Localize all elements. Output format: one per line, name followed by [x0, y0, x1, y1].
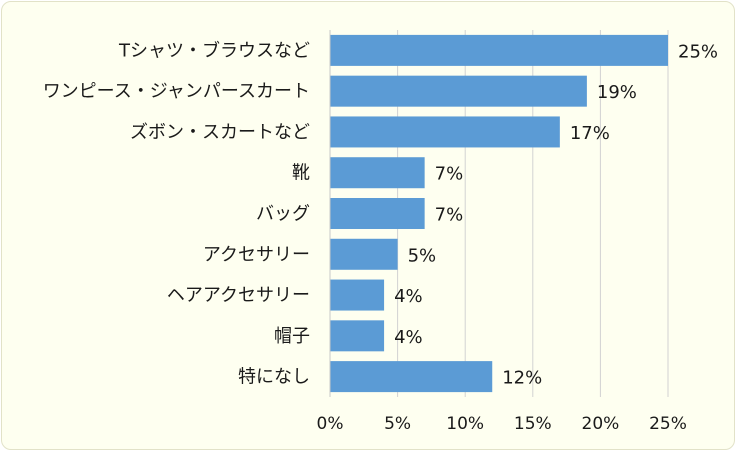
- x-tick-label: 10%: [446, 414, 484, 434]
- category-label: 特になし: [238, 367, 310, 388]
- data-label: 4%: [394, 286, 423, 307]
- data-label: 17%: [570, 123, 610, 144]
- x-tick-label: 0%: [317, 414, 344, 434]
- bar: [330, 279, 385, 311]
- bar: [330, 320, 385, 352]
- category-label: バッグ: [256, 204, 310, 225]
- category-label: ヘアアクセサリー: [167, 285, 310, 306]
- bar: [330, 75, 587, 107]
- x-tick-label: 5%: [384, 414, 411, 434]
- category-label: ズボン・スカートなど: [130, 122, 310, 143]
- x-tick-label: 20%: [582, 414, 620, 434]
- data-label: 25%: [678, 41, 718, 62]
- bar: [330, 157, 425, 189]
- category-label: 靴: [292, 163, 310, 184]
- x-tick-label: 25%: [649, 414, 687, 434]
- x-tick-label: 15%: [514, 414, 552, 434]
- data-label: 7%: [435, 205, 464, 226]
- category-label: アクセサリー: [203, 244, 310, 265]
- category-label: Tシャツ・ブラウスなど: [118, 39, 310, 61]
- bar: [330, 238, 398, 270]
- data-label: 12%: [502, 368, 542, 389]
- bar: [330, 361, 493, 393]
- bar: [330, 116, 560, 148]
- bar: [330, 198, 425, 229]
- category-label: 帽子: [274, 326, 310, 347]
- data-label: 5%: [408, 245, 437, 266]
- bar: [330, 34, 668, 66]
- data-label: 4%: [394, 327, 423, 348]
- category-label: ワンピース・ジャンパースカート: [43, 81, 310, 102]
- data-label: 7%: [435, 164, 464, 185]
- data-label: 19%: [597, 82, 637, 103]
